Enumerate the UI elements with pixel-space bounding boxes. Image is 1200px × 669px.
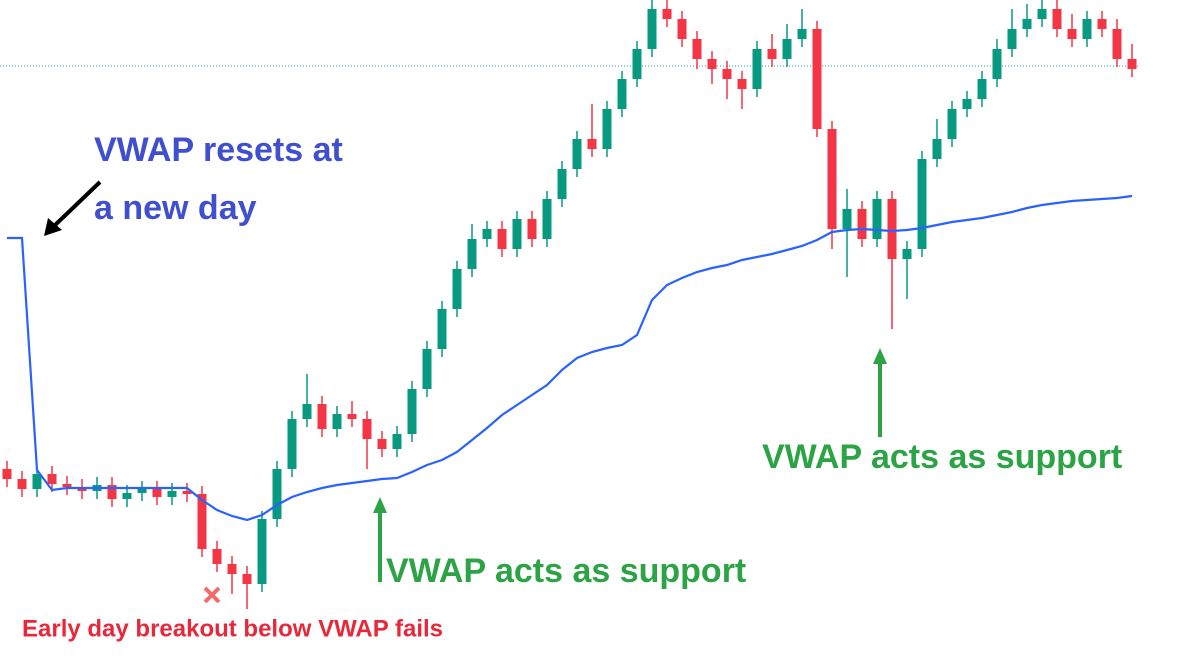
arrowhead <box>873 348 887 364</box>
candle-body <box>692 39 702 59</box>
candle-body <box>317 404 327 429</box>
candle-body <box>1052 9 1062 29</box>
candle-body <box>1037 9 1047 19</box>
candle-body <box>782 39 792 59</box>
candle-body <box>917 159 927 249</box>
candle-body <box>1127 59 1137 69</box>
candle-body <box>47 474 57 484</box>
candle-body <box>557 169 567 199</box>
fail-mark <box>203 586 221 604</box>
candle-body <box>902 249 912 259</box>
candle-body <box>932 139 942 159</box>
vwap-line <box>7 194 1133 522</box>
candle-body <box>587 139 597 149</box>
candle-body <box>992 49 1002 79</box>
candle-body <box>752 49 762 89</box>
candle-body <box>977 79 987 99</box>
annotation: VWAP acts as support <box>762 438 1122 476</box>
candle-body <box>302 404 312 419</box>
candle-body <box>542 199 552 239</box>
candle-body <box>857 209 867 239</box>
candle-body <box>122 493 132 499</box>
candle-body <box>1112 29 1122 59</box>
candle-body <box>482 229 492 239</box>
candle-body <box>1022 19 1032 29</box>
arrows <box>44 180 887 604</box>
candle-body <box>467 239 477 269</box>
candle-body <box>632 49 642 79</box>
candle-body <box>437 309 447 349</box>
candle-body <box>287 419 297 469</box>
annotation: a new day <box>94 189 257 227</box>
candle-body <box>1067 29 1077 39</box>
arrowhead <box>373 497 387 513</box>
arrowhead <box>44 218 62 236</box>
candle-body <box>497 229 507 249</box>
candle-body <box>707 59 717 69</box>
candle-body <box>602 109 612 149</box>
candle-body <box>1097 19 1107 29</box>
candle-body <box>422 349 432 389</box>
candle-body <box>662 9 672 19</box>
candle-body <box>572 139 582 169</box>
candle-body <box>137 489 147 493</box>
arrow <box>50 180 102 230</box>
candle-body <box>227 564 237 574</box>
candle-body <box>842 209 852 229</box>
candle-body <box>767 49 777 59</box>
candle-body <box>392 434 402 449</box>
candle-body <box>32 474 42 489</box>
candle-body <box>887 199 897 259</box>
candle-body <box>332 414 342 429</box>
annotation: VWAP resets at <box>94 131 343 169</box>
candle-body <box>962 99 972 109</box>
candle-body <box>17 479 27 489</box>
candle-body <box>242 574 252 584</box>
candle-body <box>377 439 387 449</box>
candle-body <box>722 69 732 79</box>
annotation: VWAP acts as support <box>386 552 746 590</box>
candle-body <box>347 414 357 419</box>
candle-body <box>362 419 372 439</box>
candle-body <box>62 484 72 487</box>
candle-body <box>947 109 957 139</box>
candle-body <box>512 219 522 249</box>
candle-body <box>167 491 177 497</box>
candle-body <box>107 485 117 499</box>
candle-body <box>797 29 807 39</box>
annotation: Early day breakout below VWAP fails <box>22 615 443 642</box>
candle-body <box>872 199 882 239</box>
candle-body <box>1082 19 1092 39</box>
candle-body <box>152 489 162 497</box>
candle-body <box>452 269 462 309</box>
candle-body <box>527 219 537 239</box>
candle-body <box>272 469 282 519</box>
candle-body <box>407 389 417 434</box>
candle-body <box>1007 29 1017 49</box>
candle-body <box>212 549 222 564</box>
candle-body <box>827 129 837 229</box>
candle-body <box>812 29 822 129</box>
candle-body <box>257 519 267 584</box>
candle-body <box>647 9 657 49</box>
candle-body <box>182 491 192 494</box>
candle-body <box>2 469 12 479</box>
plot-area <box>0 0 1140 609</box>
candle-body <box>677 19 687 39</box>
candle-body <box>617 79 627 109</box>
candle-body <box>197 494 207 549</box>
candle-body <box>737 79 747 89</box>
